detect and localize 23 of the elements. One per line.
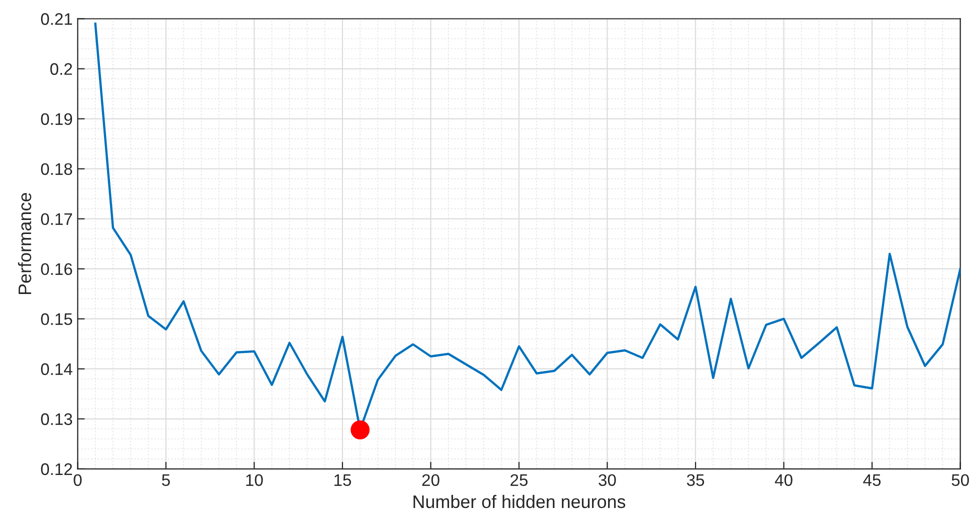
y-tick-label: 0.13 — [41, 413, 72, 426]
x-tick-label: 25 — [510, 474, 528, 486]
y-tick-label: 0.18 — [41, 163, 72, 176]
y-tick-label: 0.12 — [41, 463, 72, 476]
y-tick-label: 0.2 — [50, 63, 72, 75]
x-tick-label: 5 — [162, 474, 170, 486]
y-tick-label: 0.21 — [41, 13, 72, 25]
y-tick-label: 0.19 — [41, 113, 72, 125]
x-tick-label: 15 — [334, 474, 352, 486]
x-tick-label: 20 — [422, 474, 440, 486]
y-axis-title: Performance — [18, 192, 32, 294]
x-tick-label: 35 — [686, 474, 704, 486]
y-tick-label: 0.17 — [41, 213, 72, 226]
x-tick-label: 10 — [246, 474, 263, 486]
x-tick-label: 45 — [863, 474, 881, 486]
y-tick-label: 0.15 — [41, 313, 72, 326]
x-tick-label: 0 — [74, 474, 82, 486]
x-tick-label: 30 — [598, 474, 616, 486]
y-tick-label: 0.16 — [41, 263, 72, 276]
x-axis-title: Number of hidden neurons — [414, 494, 626, 508]
x-tick-label: 40 — [774, 474, 792, 486]
x-tick-label: 50 — [952, 474, 969, 486]
y-tick-label: 0.14 — [41, 363, 72, 376]
